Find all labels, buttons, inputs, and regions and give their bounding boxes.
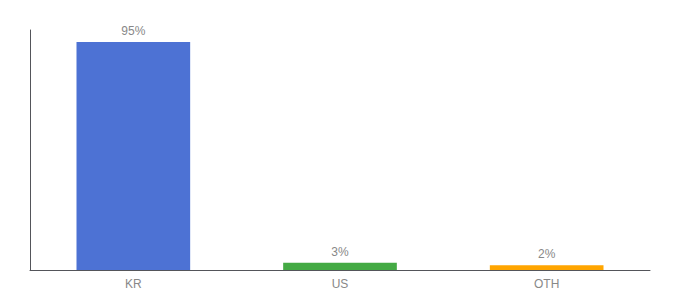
svg-text:KR: KR: [125, 277, 142, 291]
svg-text:95%: 95%: [121, 24, 145, 38]
svg-text:OTH: OTH: [534, 277, 559, 291]
svg-text:US: US: [332, 277, 349, 291]
svg-text:2%: 2%: [538, 247, 556, 261]
svg-text:3%: 3%: [331, 245, 349, 259]
